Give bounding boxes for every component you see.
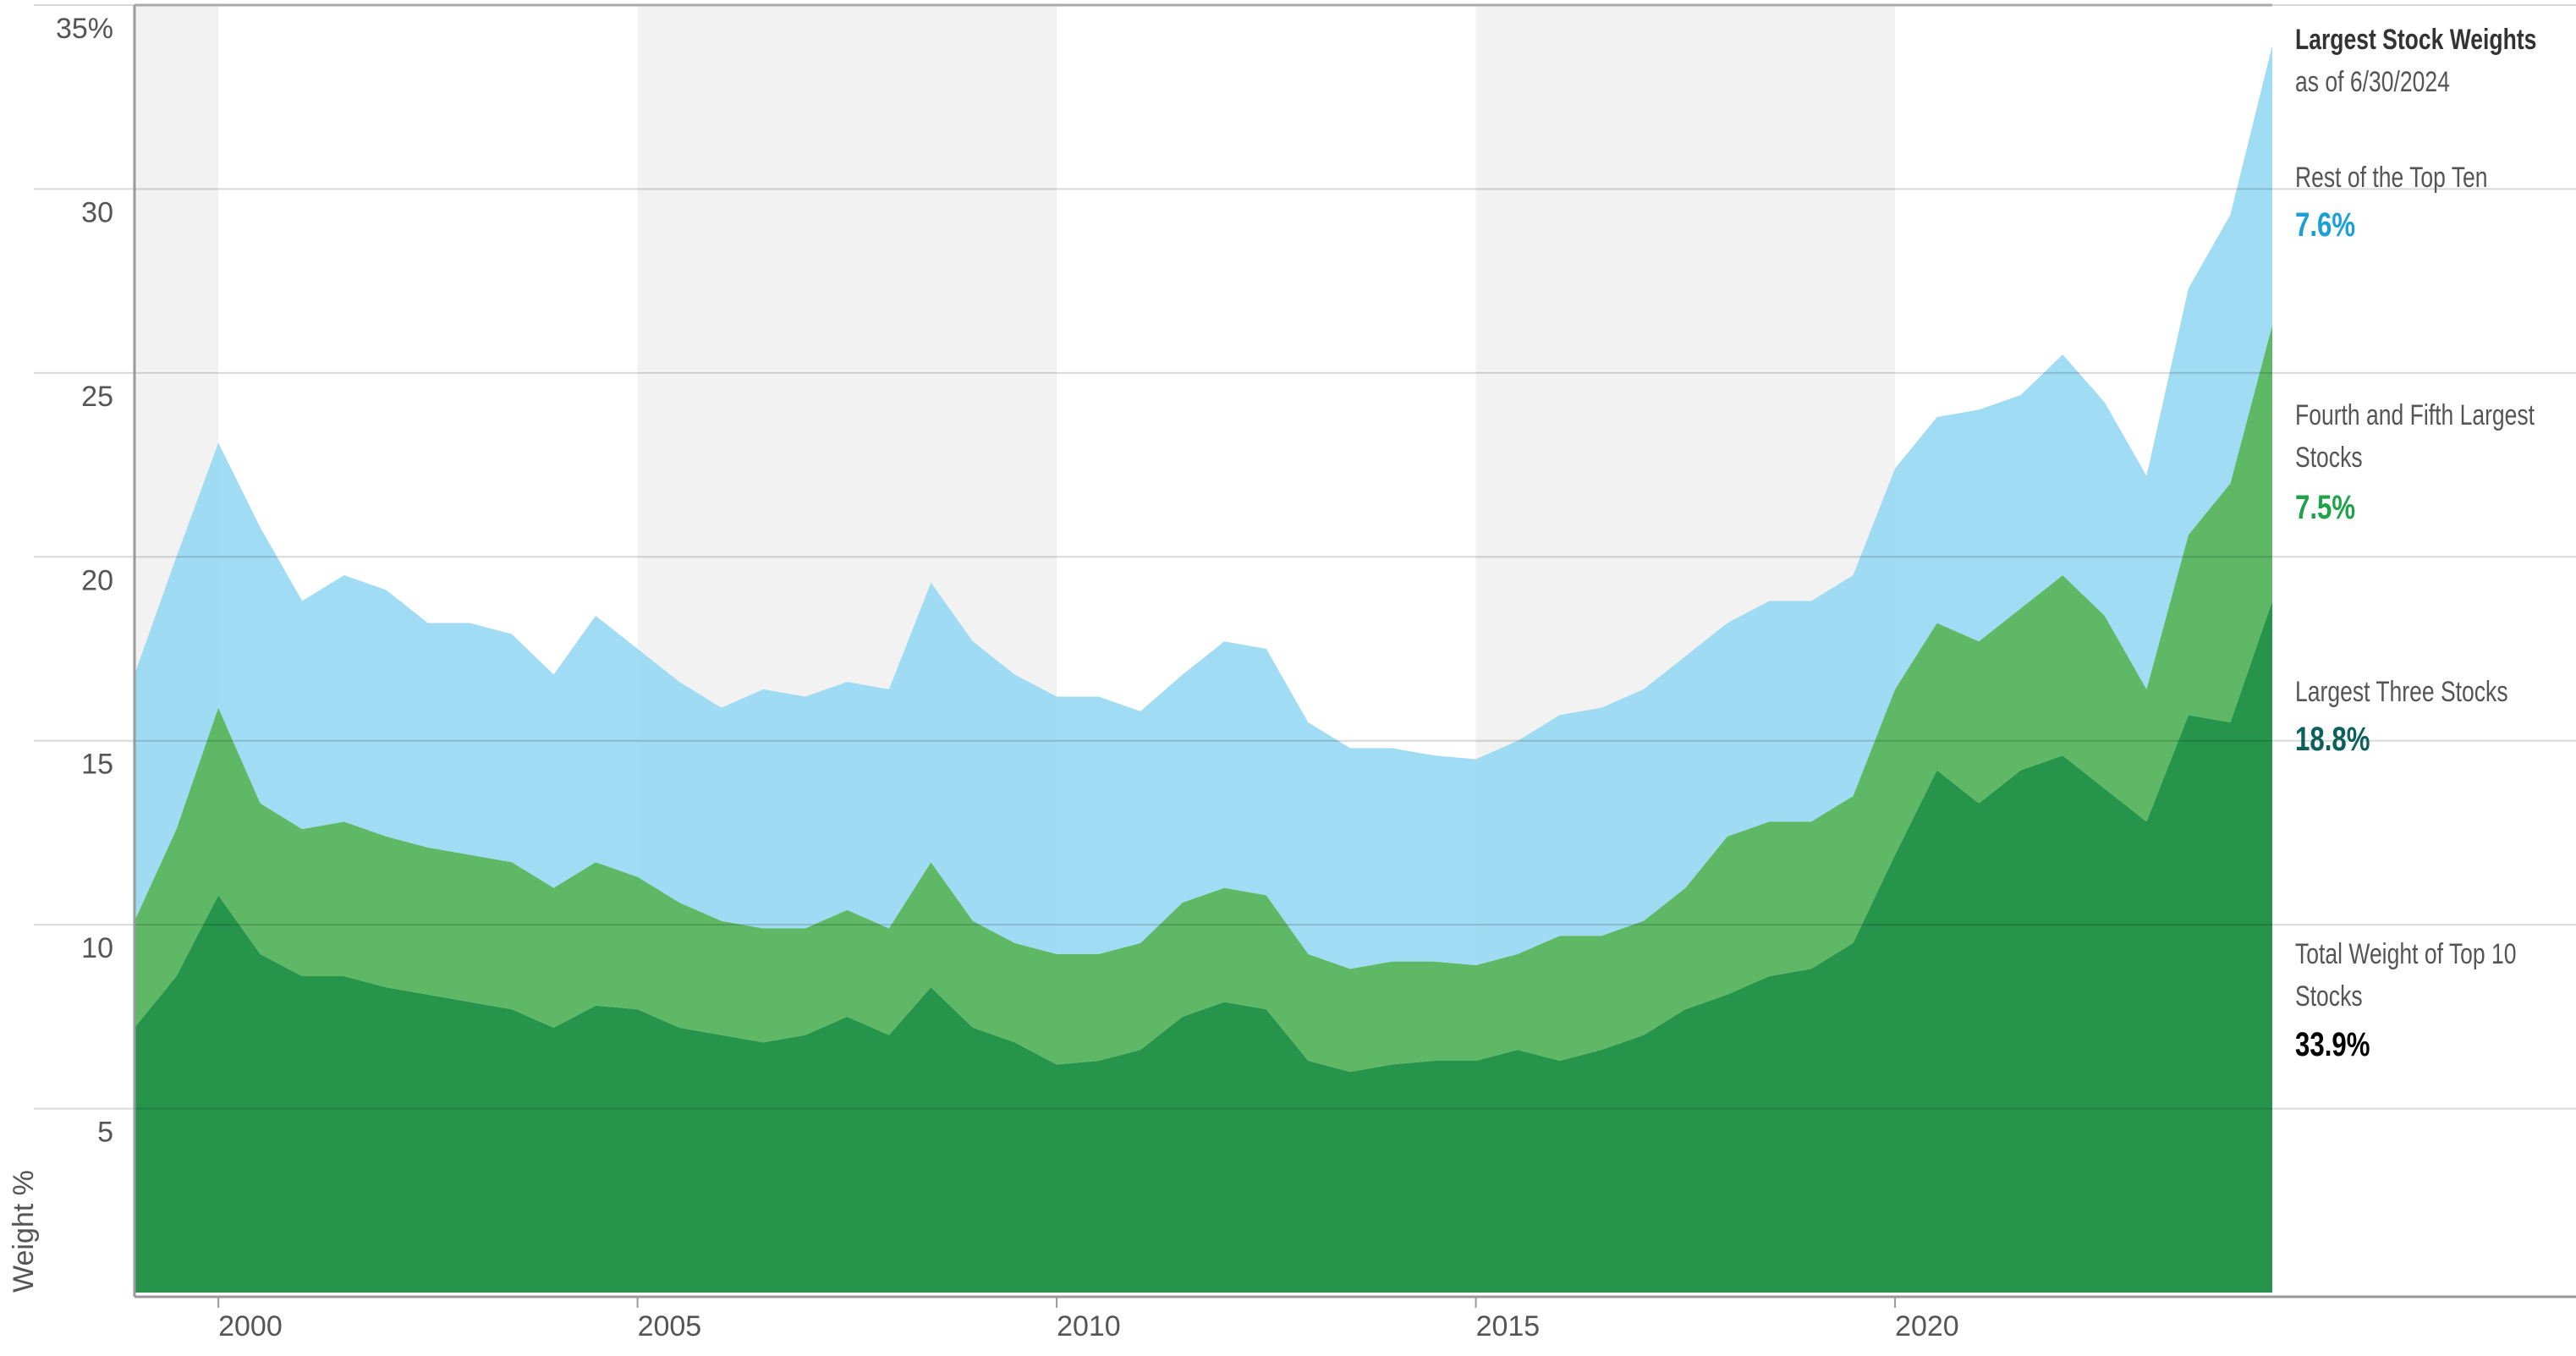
legend-label: Fourth and Fifth Largest Stocks: [2295, 399, 2535, 474]
x-tick-label: 2020: [1895, 1310, 1959, 1342]
legend-label: Largest Three Stocks: [2295, 676, 2508, 708]
y-tick-label: 10: [81, 932, 113, 964]
legend-value: 7.5%: [2295, 489, 2356, 526]
y-tick-label: 20: [81, 564, 113, 596]
x-tick-label: 2005: [638, 1310, 702, 1342]
total-value: 33.9%: [2295, 1026, 2370, 1063]
legend-value: 18.8%: [2295, 721, 2370, 758]
y-tick-label: 25: [81, 381, 113, 413]
area: [135, 325, 2272, 1073]
x-tick-label: 2010: [1057, 1310, 1121, 1342]
total-label: Total Weight of Top 10 Stocks: [2295, 938, 2517, 1013]
panel-title: Largest Stock Weights: [2295, 24, 2537, 56]
y-tick-label: 30: [81, 196, 113, 228]
legend-panel: Largest Stock Weights as of 6/30/2024 Re…: [2295, 0, 2559, 1356]
area: [135, 45, 2272, 969]
y-tick-label: 5: [97, 1117, 113, 1149]
legend-label: Rest of the Top Ten: [2295, 162, 2488, 194]
legend-value: 7.6%: [2295, 206, 2356, 244]
y-tick-label: 35%: [56, 13, 113, 45]
x-tick-label: 2015: [1476, 1310, 1541, 1342]
y-tick-label: 15: [81, 749, 113, 781]
panel-subtitle: as of 6/30/2024: [2295, 66, 2450, 98]
x-tick-label: 2000: [218, 1310, 283, 1342]
y-axis-label: Weight %: [8, 1170, 40, 1293]
area: [135, 601, 2272, 1293]
